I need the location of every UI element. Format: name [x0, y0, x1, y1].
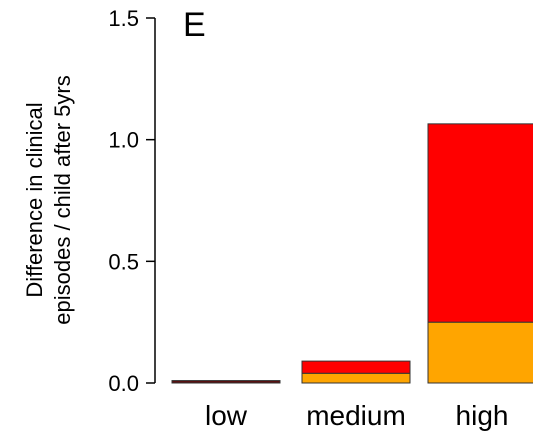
y-axis-title-line: episodes / child after 5yrs	[50, 75, 75, 324]
y-axis: 0.0 0.5 1.0 1.5	[108, 6, 156, 396]
x-axis-labels: low medium high	[205, 400, 508, 431]
bar-segment-high	[427, 123, 533, 323]
bars	[171, 123, 533, 384]
y-axis-title-line: Difference in clinical	[22, 102, 47, 297]
bar-segment-medium	[301, 360, 411, 374]
y-axis-title: Difference in clinical episodes / child a…	[22, 75, 75, 324]
y-tick-label: 0.5	[108, 249, 139, 274]
y-tick-label: 0.0	[108, 371, 139, 396]
bar-segment-low	[171, 380, 281, 384]
x-tick-label: high	[456, 400, 509, 431]
x-tick-label: low	[205, 400, 248, 431]
bar-segment-medium	[301, 372, 411, 384]
y-tick-label: 1.5	[108, 6, 139, 31]
y-axis-title-text: Difference in clinical episodes / child a…	[22, 75, 75, 324]
panel-label: E	[183, 6, 206, 44]
bar-segment-high	[427, 321, 533, 384]
y-tick-label: 1.0	[108, 128, 139, 153]
x-tick-label: medium	[306, 400, 406, 431]
